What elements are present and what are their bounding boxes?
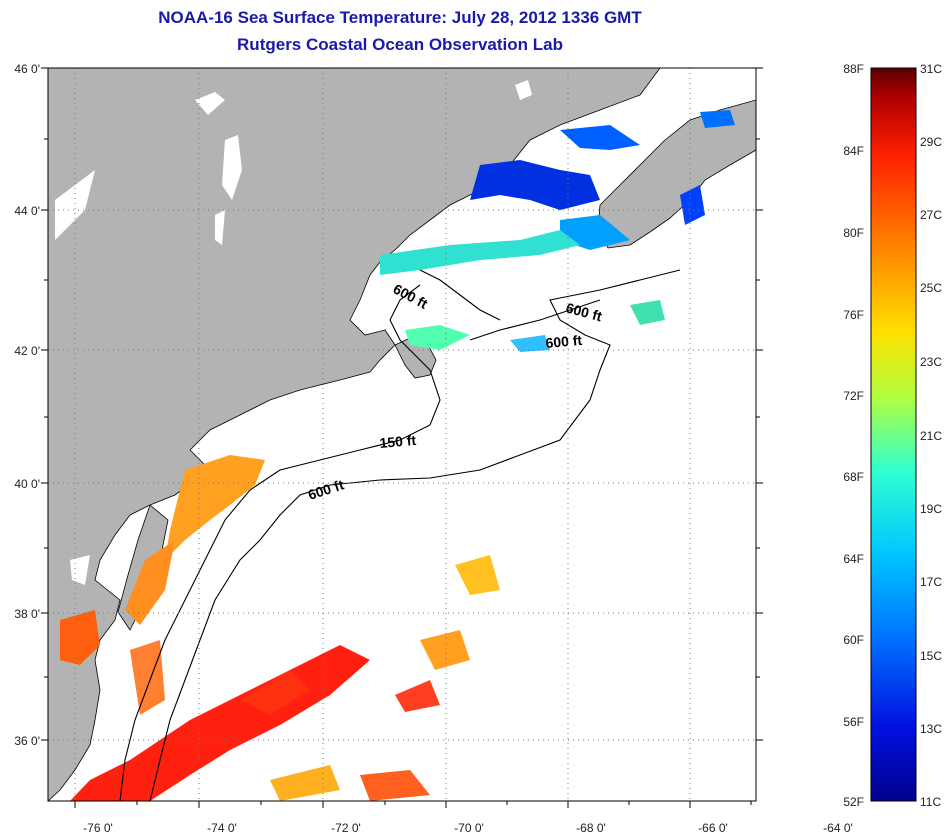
colorbar-f-label: 56F [843,715,864,729]
depth-contours [119,269,681,801]
lon-tick-label: -70 0' [454,821,484,835]
lon-axis-labels: -76 0' -74 0' -72 0' -70 0' -68 0' -66 0… [83,821,853,835]
colorbar-f-label: 68F [843,470,864,484]
lon-tick-label: -66 0' [698,821,728,835]
contour-label-3: 600 ft [545,332,583,351]
colorbar-f-label: 80F [843,226,864,240]
lat-tick-label: 46 0' [14,62,40,76]
contour-label-4: 150 ft [379,432,417,451]
colorbar-f-label: 76F [843,308,864,322]
colorbar-c-label: 17C [920,575,942,589]
lat-tick-label: 36 0' [14,734,40,748]
lon-tick-label: -74 0' [207,821,237,835]
colorbar-f-label: 72F [843,389,864,403]
colorbar-c-label: 25C [920,281,942,295]
lat-tick-label: 40 0' [14,477,40,491]
colorbar-f-label: 60F [843,633,864,647]
lakes [55,80,532,585]
lon-tick-label: -64 0' [823,821,853,835]
colorbar-f-label: 64F [843,552,864,566]
colorbar-f-label: 88F [843,62,864,76]
colorbar-c-label: 21C [920,429,942,443]
colorbar-f-labels: 88F 84F 80F 76F 72F 68F 64F 60F 56F 52F [843,62,864,809]
tick-marks [41,67,763,808]
map-frame [47,67,757,802]
colorbar-c-label: 15C [920,649,942,663]
lon-tick-label: -76 0' [83,821,113,835]
colorbar-c-label: 29C [920,135,942,149]
sst-patches [60,110,735,801]
lat-tick-label: 44 0' [14,204,40,218]
colorbar [870,67,917,802]
colorbar-c-label: 23C [920,355,942,369]
colorbar-f-label: 52F [843,795,864,809]
lat-tick-label: 42 0' [14,344,40,358]
colorbar-c-label: 27C [920,208,942,222]
grid-lines [48,68,756,801]
land-mainland [48,68,661,801]
colorbar-c-label: 11C [920,795,941,809]
colorbar-f-label: 84F [843,144,864,158]
lat-tick-label: 38 0' [14,607,40,621]
map-subtitle: Rutgers Coastal Ocean Observation Lab [237,35,563,54]
colorbar-c-label: 19C [920,502,942,516]
colorbar-c-labels: 31C 29C 27C 25C 23C 21C 19C 17C 15C 13C … [920,62,942,809]
lon-tick-label: -72 0' [331,821,361,835]
lat-axis-labels: 46 0' 44 0' 42 0' 40 0' 38 0' 36 0' [14,62,40,748]
lon-tick-label: -68 0' [576,821,606,835]
map-title: NOAA-16 Sea Surface Temperature: July 28… [158,8,642,27]
colorbar-c-label: 31C [920,62,942,76]
colorbar-c-label: 13C [920,722,942,736]
